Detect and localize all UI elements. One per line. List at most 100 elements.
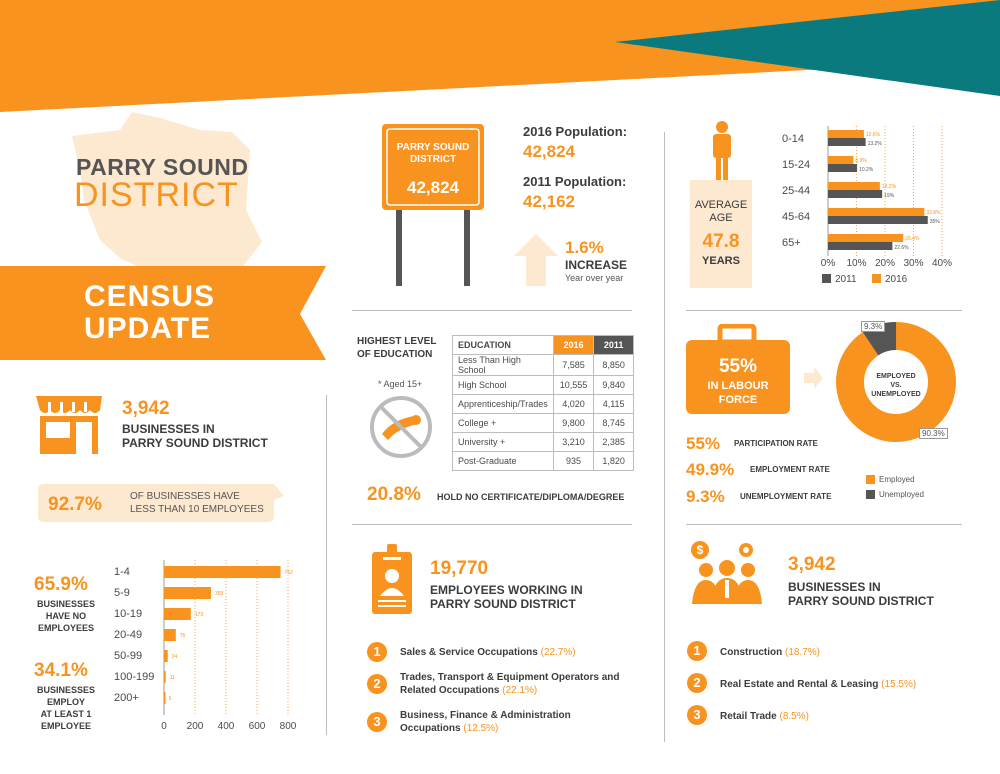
employ-line3: AT LEAST 1 (40, 709, 92, 719)
tick-label: 0 (161, 721, 167, 732)
person-icon (713, 121, 731, 180)
category-label: 50-99 (114, 650, 142, 662)
pop-2011-value: 42,162 (523, 192, 575, 211)
bar-2016 (828, 208, 925, 216)
occupation-label: Business, Finance & Administration (400, 710, 571, 721)
business-people-icon: $ (691, 541, 762, 604)
industry-number: 1 (687, 641, 707, 661)
data-label-2016: 33.8% (926, 210, 941, 216)
table-row: High School 10,555 9,840 (452, 375, 634, 395)
occupation-label: Sales & Service Occupations (400, 647, 538, 658)
no-cert-label: HOLD NO CERTIFICATE/DIPLOMA/DEGREE (437, 492, 625, 502)
edu-title-line1: HIGHEST LEVEL (357, 336, 437, 347)
legend-swatch-2016 (872, 274, 881, 283)
legend-swatch-employed (866, 475, 875, 484)
occupation-label: Trades, Transport & Equipment Operators … (400, 672, 620, 683)
bar-2011 (828, 242, 893, 250)
employee-label-line2: PARRY SOUND DISTRICT (430, 597, 576, 611)
industry-pct: (18.7%) (785, 647, 821, 658)
pop-2011-label: 2011 Population: (523, 174, 627, 189)
industry-label-line2: PARRY SOUND DISTRICT (788, 594, 934, 608)
industry-label: Construction (720, 647, 783, 658)
tick-label: 10% (846, 258, 866, 269)
tick-label: 0% (821, 258, 836, 269)
increase-sub: Year over year (565, 273, 624, 283)
category-label: 45-64 (782, 211, 810, 223)
bar-2011 (828, 138, 866, 146)
donut-unemployed-label: 9.3% (861, 321, 886, 332)
list-item: Sales & Service Occupations (22.7%) (400, 646, 576, 659)
rate-label: PARTICIPATION RATE (734, 439, 818, 448)
no-employees-pct: 65.9% (34, 574, 88, 595)
table-cell: 3,210 (552, 432, 595, 452)
bar-2011 (828, 216, 928, 224)
briefcase-icon (686, 324, 790, 414)
edu-title-line2: OF EDUCATION (357, 349, 433, 360)
donut-employed-label: 90.3% (919, 428, 948, 439)
labour-pct: 55% (718, 356, 758, 377)
legend-swatch-2011 (822, 274, 831, 283)
data-label-2011: 22.6% (894, 245, 909, 251)
business-label-line1: BUSINESSES IN (122, 422, 215, 436)
business-label-line2: PARRY SOUND DISTRICT (122, 436, 268, 450)
occupation-pct: (22.7%) (540, 647, 576, 658)
table-cell: 9,800 (552, 413, 595, 433)
table-cell: 4,020 (552, 394, 595, 414)
category-label: 65+ (782, 237, 801, 249)
tick-label: 20% (875, 258, 895, 269)
table-row: College +9,800 8,745 (452, 413, 634, 433)
industry-label-line1: BUSINESSES IN (788, 580, 881, 594)
data-label: 76 (180, 633, 186, 639)
age-box (690, 180, 752, 288)
business-count: 3,942 (122, 398, 170, 419)
small-business-pct: 92.7% (48, 494, 102, 515)
education-table: EDUCATION 2016 2011 Less Than High Schoo… (452, 335, 634, 471)
employment-donut (836, 322, 956, 442)
table-cell: Post-Graduate (452, 451, 554, 471)
table-cell: 4,115 (593, 394, 634, 414)
title-line1: PARRY SOUND (76, 154, 249, 180)
table-cell: 9,840 (593, 375, 634, 395)
legend-unemployed: Unemployed (879, 490, 924, 499)
legend-label-2011: 2011 (835, 274, 857, 285)
data-label: 752 (285, 570, 294, 576)
category-label: 1-4 (114, 566, 130, 578)
data-label: 173 (195, 612, 204, 618)
bar-2016 (828, 182, 880, 190)
industry-label: Retail Trade (720, 711, 777, 722)
donut-center-line2: VS. (890, 382, 902, 389)
legend-label-2016: 2016 (885, 274, 908, 285)
arrow-right-icon (804, 367, 823, 389)
no-employees-line2: HAVE NO (45, 611, 87, 621)
category-label: 25-44 (782, 185, 810, 197)
rate-label: UNEMPLOYMENT RATE (740, 492, 832, 501)
data-label-2011: 10.2% (859, 167, 874, 173)
category-label: 15-24 (782, 159, 810, 171)
category-label: 100-199 (114, 671, 154, 683)
category-label: 20-49 (114, 629, 142, 641)
storefront-icon (36, 396, 102, 454)
occupation-number: 1 (367, 642, 387, 662)
industry-label: Real Estate and Rental & Leasing (720, 679, 879, 690)
data-label: 11 (170, 675, 175, 681)
table-row: Less Than High School 7,585 8,850 (452, 354, 634, 376)
list-item: Trades, Transport & Equipment Operators … (400, 671, 620, 697)
category-label: 10-19 (114, 608, 142, 620)
category-label: 5-9 (114, 587, 130, 599)
data-label-2016: 8.9% (855, 158, 867, 164)
industry-pct: (15.5%) (881, 679, 917, 690)
list-item: Construction (18.7%) (720, 646, 820, 659)
table-row: University +3,210 2,385 (452, 432, 634, 452)
bar (164, 692, 166, 704)
tick-label: 800 (280, 721, 297, 732)
edu-header-education: EDUCATION (452, 335, 554, 355)
table-row: Apprenticeship/Trades 4,020 4,115 (452, 394, 634, 414)
bar-2016 (828, 234, 904, 242)
legend-employed: Employed (879, 475, 915, 484)
table-cell: College + (452, 413, 554, 433)
bar (164, 608, 191, 620)
data-label: 5 (169, 696, 172, 702)
bar (164, 671, 166, 683)
district-map-icon (72, 112, 262, 272)
table-cell: 935 (552, 451, 595, 471)
